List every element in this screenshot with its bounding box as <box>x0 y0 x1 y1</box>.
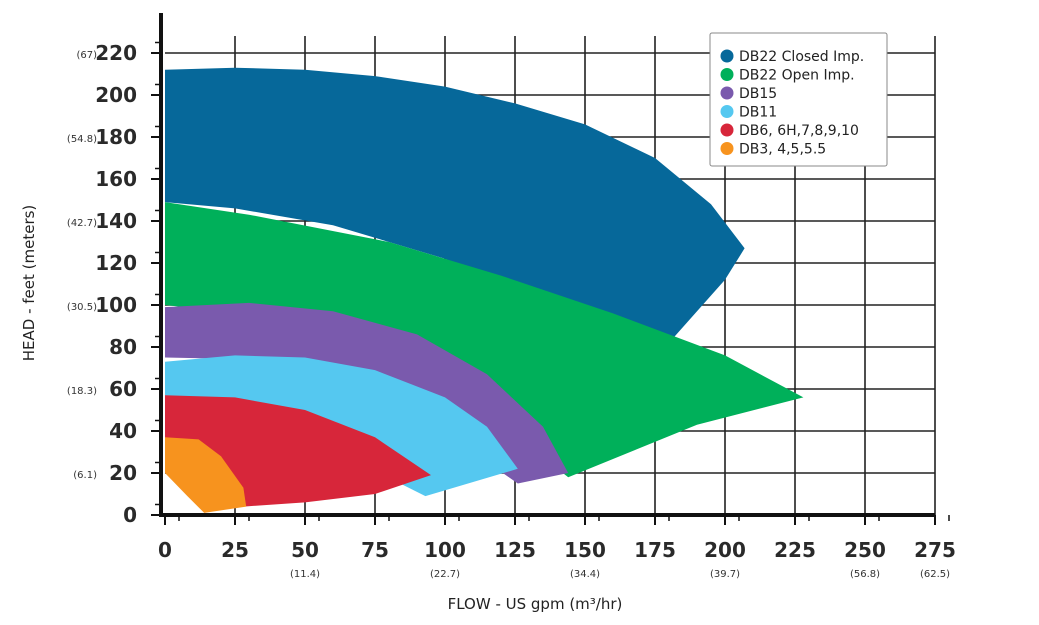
y-secondary-label: (6.1) <box>73 470 97 481</box>
legend-swatch <box>720 49 734 63</box>
legend-label: DB22 Open Imp. <box>739 68 855 84</box>
y-tick-label: 60 <box>109 377 137 401</box>
y-secondary-label: (67) <box>76 50 97 61</box>
x-tick-label: 225 <box>774 538 816 562</box>
legend-swatch <box>720 86 734 100</box>
legend-box <box>709 32 888 167</box>
legend-label: DB6, 6H,7,8,9,10 <box>739 123 859 139</box>
y-axis-title: HEAD - feet (meters) <box>20 205 38 362</box>
y-secondary-label: (54.8) <box>67 134 97 145</box>
legend-label: DB3, 4,5,5.5 <box>739 142 826 158</box>
y-tick-label: 160 <box>95 167 137 191</box>
x-secondary-label: (11.4) <box>290 569 320 580</box>
y-secondary-label: (42.7) <box>67 218 97 229</box>
series-area-1 <box>165 202 804 478</box>
legend-swatch <box>720 123 734 137</box>
x-tick-label: 100 <box>424 538 466 562</box>
x-secondary-label: (62.5) <box>920 569 950 580</box>
y-tick-label: 200 <box>95 83 137 107</box>
x-tick-label: 150 <box>564 538 606 562</box>
y-tick-label: 40 <box>109 419 137 443</box>
x-tick-label: 75 <box>361 538 389 562</box>
series-areas <box>165 67 804 513</box>
y-secondary-label: (30.5) <box>67 302 97 313</box>
x-tick-label: 125 <box>494 538 536 562</box>
y-tick-label: 0 <box>123 503 137 527</box>
y-tick-label: 120 <box>95 251 137 275</box>
x-secondary-label: (56.8) <box>850 569 880 580</box>
x-tick-label: 200 <box>704 538 746 562</box>
x-secondary-label: (22.7) <box>430 569 460 580</box>
y-tick-label: 140 <box>95 209 137 233</box>
x-axis-title: FLOW - US gpm (m³/hr) <box>448 595 623 613</box>
legend-swatch <box>720 68 734 81</box>
y-tick-label: 220 <box>95 41 137 65</box>
series-area-0 <box>165 67 745 356</box>
y-tick-label: 80 <box>109 335 137 359</box>
y-tick-label: 20 <box>109 461 137 485</box>
tick-labels: 0 20 40 60 80 100 120 140 160 180 200 220 0 25 50 75 100… <box>67 41 956 580</box>
x-secondary-label: (39.7) <box>710 569 740 580</box>
legend: DB22 Closed Imp. DB22 Open Imp. DB15 DB11 DB… <box>709 32 888 167</box>
y-tick-label: 100 <box>95 293 137 317</box>
legend-swatch <box>720 142 734 155</box>
x-tick-label: 250 <box>844 538 886 562</box>
legend-label: DB11 <box>739 105 777 121</box>
x-tick-label: 175 <box>634 538 676 562</box>
x-tick-label: 25 <box>221 538 249 562</box>
x-tick-label: 50 <box>291 538 319 562</box>
y-secondary-label: (18.3) <box>67 386 97 397</box>
axes <box>151 13 950 525</box>
legend-label: DB22 Closed Imp. <box>739 49 864 65</box>
x-tick-label: 275 <box>914 538 956 562</box>
legend-label: DB15 <box>739 86 777 102</box>
legend-swatch <box>720 105 734 118</box>
series-area-5 <box>165 437 247 513</box>
x-tick-label: 0 <box>158 538 172 562</box>
y-tick-label: 180 <box>95 125 137 149</box>
x-secondary-label: (34.4) <box>570 569 600 580</box>
